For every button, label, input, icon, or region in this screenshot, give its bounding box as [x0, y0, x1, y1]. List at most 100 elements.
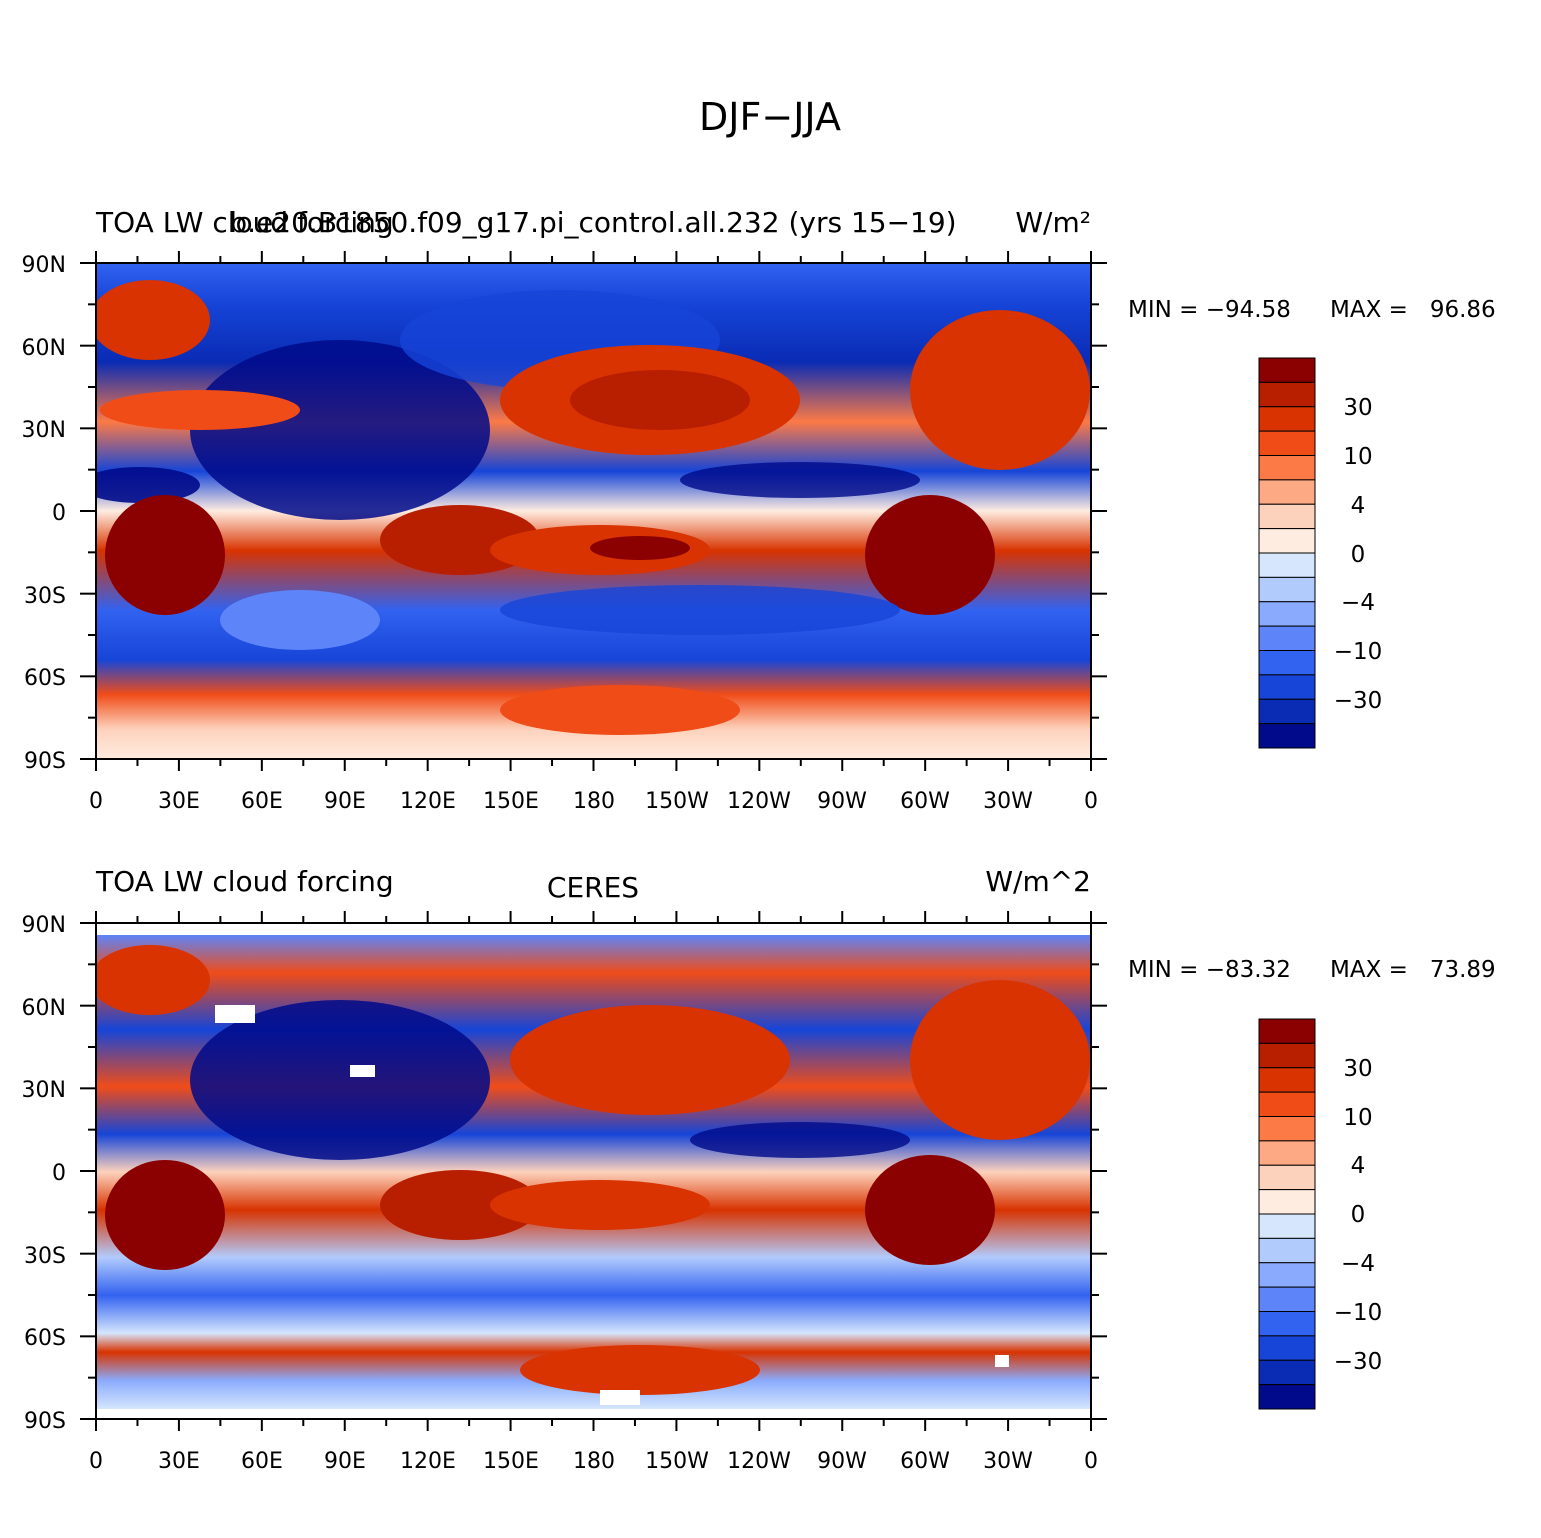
lat-tick-label: 60N	[22, 336, 66, 361]
lon-tick-label: 30W	[983, 789, 1033, 814]
max-value: MAX = 73.89	[1330, 957, 1496, 983]
colorbar-swatch	[1258, 1262, 1316, 1288]
colorbar-label: −30	[1334, 1349, 1383, 1375]
lon-tick-label: 150E	[483, 789, 539, 814]
lon-tick-label: 60E	[241, 1449, 283, 1474]
colorbar-label: 0	[1351, 542, 1366, 568]
colorbar-swatch	[1258, 1213, 1316, 1239]
colorbar-swatch	[1258, 723, 1316, 749]
colorbar-swatch	[1258, 552, 1316, 578]
max-value: MAX = 96.86	[1330, 297, 1496, 323]
lon-tick-label: 30E	[158, 789, 200, 814]
map-ticks	[80, 251, 1107, 771]
colorbar-label: −30	[1334, 688, 1383, 714]
colorbar	[1258, 1018, 1316, 1410]
colorbar-label: 30	[1343, 395, 1372, 421]
lon-tick-label: 120W	[727, 789, 791, 814]
colorbar-label: 10	[1343, 1105, 1372, 1131]
lat-tick-label: 30S	[24, 584, 66, 609]
min-value: MIN = −83.32	[1128, 957, 1291, 983]
lat-tick-label: 90S	[24, 1409, 66, 1434]
lat-tick-label: 30N	[22, 418, 66, 443]
colorbar-swatch	[1258, 1311, 1316, 1337]
colorbar-label: 4	[1351, 1153, 1366, 1179]
lon-tick-label: 150W	[645, 789, 709, 814]
contour-map	[96, 923, 1091, 1419]
panel-center-title: b.e20.B1850.f09_g17.pi_control.all.232 (…	[229, 206, 956, 239]
colorbar-swatch	[1258, 1164, 1316, 1191]
colorbar-swatch	[1258, 528, 1316, 554]
lon-tick-labels: 0 30E 60E 90E 120E 150E 180 150W 120W 90…	[89, 789, 1098, 814]
lon-tick-label: 180	[573, 789, 615, 814]
colorbar-swatch	[1258, 455, 1316, 481]
lon-tick-label: 120W	[727, 1449, 791, 1474]
lon-tick-label: 0	[89, 1449, 103, 1474]
colorbar-swatch	[1258, 1091, 1316, 1117]
colorbar-swatch	[1258, 625, 1316, 651]
figure-title: DJF−JJA	[699, 95, 841, 139]
colorbar-label: 0	[1351, 1202, 1366, 1228]
colorbar-swatch	[1258, 1237, 1316, 1264]
lon-tick-label: 60E	[241, 789, 283, 814]
colorbar-labels: 30 10 4 0 −4 −10 −30	[1334, 395, 1383, 714]
contour-map	[96, 263, 1091, 759]
lat-tick-label: 60S	[24, 1326, 66, 1351]
panel-left-title: TOA LW cloud forcing	[95, 865, 394, 898]
colorbar-swatch	[1258, 650, 1316, 676]
lon-tick-label: 120E	[400, 789, 456, 814]
panel-model: TOA LW cloud forcing b.e20.B1850.f09_g17…	[22, 206, 1496, 814]
map-ticks	[80, 911, 1107, 1431]
colorbar-swatch	[1258, 601, 1316, 627]
panel-units: W/m²	[1015, 206, 1091, 239]
colorbar-swatch	[1258, 674, 1316, 700]
lat-tick-label: 60N	[22, 996, 66, 1021]
colorbar-swatch	[1258, 1042, 1316, 1069]
lon-tick-label: 0	[1084, 1449, 1098, 1474]
lon-tick-label: 180	[573, 1449, 615, 1474]
lat-tick-label: 90N	[22, 913, 66, 938]
lat-tick-label: 90N	[22, 253, 66, 278]
colorbar-label: −4	[1341, 1251, 1375, 1277]
colorbar-swatch	[1258, 1384, 1316, 1410]
colorbar-swatch	[1258, 430, 1316, 456]
colorbar-label: 30	[1343, 1056, 1372, 1082]
colorbar-swatch	[1258, 1359, 1316, 1386]
colorbar-swatch	[1258, 479, 1316, 505]
colorbar-swatch	[1258, 698, 1316, 725]
lat-tick-label: 30N	[22, 1078, 66, 1103]
lon-tick-label: 60W	[900, 789, 950, 814]
lon-tick-label: 150E	[483, 1449, 539, 1474]
lon-tick-label: 30E	[158, 1449, 200, 1474]
colorbar-label: −4	[1341, 590, 1375, 616]
colorbar-label: 10	[1343, 444, 1372, 470]
colorbar-swatch	[1258, 357, 1316, 383]
lon-tick-label: 150W	[645, 1449, 709, 1474]
lon-tick-label: 90E	[324, 789, 366, 814]
colorbar-swatch	[1258, 1189, 1316, 1215]
lon-tick-label: 0	[1084, 789, 1098, 814]
colorbar-swatch	[1258, 406, 1316, 432]
colorbar-swatch	[1258, 1116, 1316, 1142]
lon-tick-labels: 0 30E 60E 90E 120E 150E 180 150W 120W 90…	[89, 1449, 1098, 1474]
lat-tick-label: 0	[52, 1161, 66, 1186]
colorbar-swatch	[1258, 1335, 1316, 1361]
lon-tick-label: 0	[89, 789, 103, 814]
colorbar	[1258, 357, 1316, 749]
panel-obs: TOA LW cloud forcing CERES W/m^2 90N 60N	[22, 865, 1496, 1474]
min-value: MIN = −94.58	[1128, 297, 1291, 323]
lon-tick-label: 30W	[983, 1449, 1033, 1474]
colorbar-swatch	[1258, 1286, 1316, 1312]
colorbar-swatch	[1258, 503, 1316, 530]
panel-units: W/m^2	[985, 865, 1091, 898]
colorbar-swatch	[1258, 1140, 1316, 1166]
colorbar-label: −10	[1334, 639, 1383, 665]
lon-tick-label: 90W	[817, 789, 867, 814]
colorbar-label: 4	[1351, 493, 1366, 519]
lon-tick-label: 90E	[324, 1449, 366, 1474]
lon-tick-label: 60W	[900, 1449, 950, 1474]
colorbar-swatch	[1258, 1067, 1316, 1093]
panel-center-title: CERES	[547, 871, 639, 904]
lat-tick-labels: 90N 60N 30N 0 30S 60S 90S	[22, 253, 66, 774]
colorbar-swatch	[1258, 1018, 1316, 1044]
